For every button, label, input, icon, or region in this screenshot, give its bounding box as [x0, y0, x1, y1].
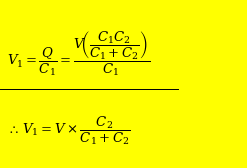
Text: $V_1 = \dfrac{Q}{C_1} = \dfrac{V\!\left(\dfrac{C_1 C_2}{C_1 + C_2}\right)}{C_1}$: $V_1 = \dfrac{Q}{C_1} = \dfrac{V\!\left(…	[7, 30, 150, 78]
Text: $\therefore\, V_1 = V \times \dfrac{C_2}{C_1 + C_2}$: $\therefore\, V_1 = V \times \dfrac{C_2}…	[7, 115, 131, 147]
